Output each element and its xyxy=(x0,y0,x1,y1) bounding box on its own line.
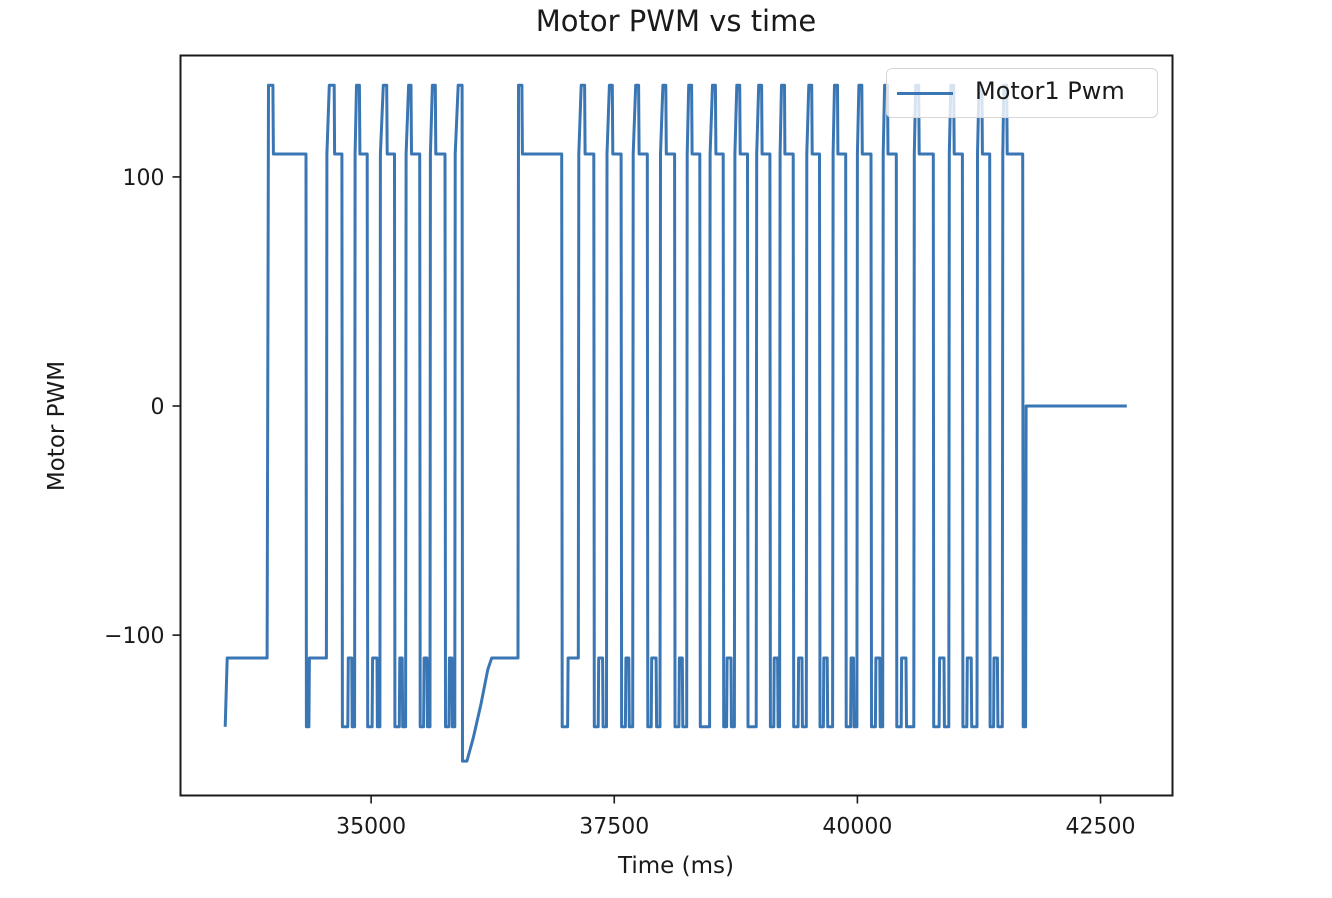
x-tick-label: 40000 xyxy=(822,815,892,840)
chart-title: Motor PWM vs time xyxy=(535,4,817,38)
line-motor1-pwm xyxy=(223,83,1127,763)
y-axis-ticks: 100 0 −100 xyxy=(104,166,181,649)
data-series-motor1-pwm xyxy=(223,83,1127,763)
legend-line-swatch xyxy=(897,92,953,95)
x-tick-label: 35000 xyxy=(336,815,406,840)
y-tick-label: 0 xyxy=(151,395,165,420)
x-axis-label: Time (ms) xyxy=(617,853,734,879)
y-tick-label: −100 xyxy=(104,624,164,649)
axes-frame xyxy=(179,54,1174,797)
legend-label: Motor1 Pwm xyxy=(975,77,1125,105)
x-tick-label: 42500 xyxy=(1066,815,1136,840)
legend: Motor1 Pwm xyxy=(886,68,1158,118)
y-tick-label: 100 xyxy=(123,166,165,191)
y-axis-label: Motor PWM xyxy=(44,361,70,491)
x-tick-label: 37500 xyxy=(579,815,649,840)
x-axis-ticks: 35000 37500 40000 42500 xyxy=(336,795,1136,840)
